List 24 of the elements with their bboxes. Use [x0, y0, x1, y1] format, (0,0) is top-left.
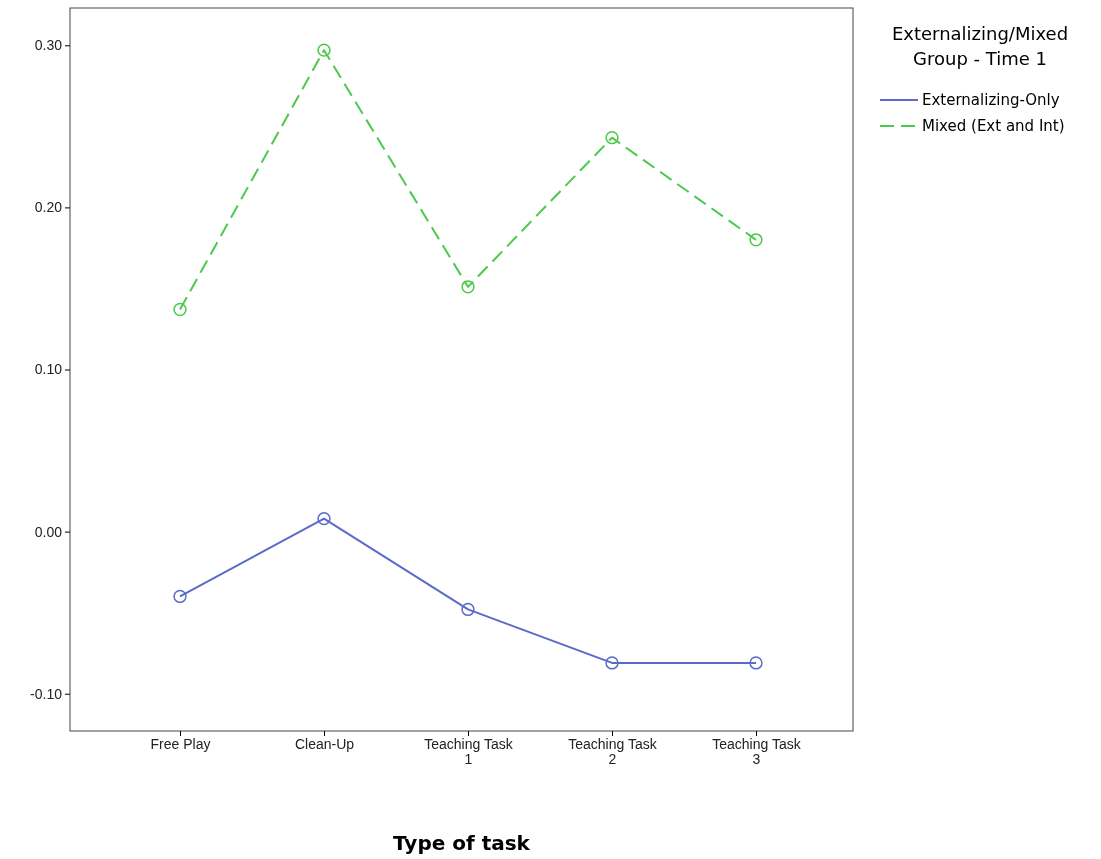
point [461, 280, 475, 294]
x-tick-label: Teaching Task 2 [568, 735, 658, 768]
y-tick-label: 0.10 [34, 361, 63, 378]
x-tick-label: Clean-Up [294, 735, 355, 752]
point [317, 43, 331, 57]
x-axis-title: Type of task [393, 831, 531, 855]
point [461, 602, 475, 617]
legend-label: Mixed (Ext and Int) [922, 117, 1065, 135]
point [605, 656, 619, 670]
y-tick-label: -0.10 [30, 685, 63, 702]
point [317, 511, 331, 526]
point [173, 589, 187, 604]
point [749, 233, 763, 247]
x-tick-label: Teaching Task 1 [424, 735, 514, 768]
point [605, 131, 619, 145]
y-tick-label: 0.20 [34, 199, 63, 216]
y-tick-label: 0.00 [34, 523, 63, 540]
y-tick-label: 0.30 [34, 37, 63, 54]
x-tick-label: Free Play [150, 735, 211, 752]
legend-label: Externalizing-Only [922, 91, 1060, 109]
x-tick-label: Teaching Task 3 [712, 735, 802, 768]
point [749, 656, 763, 670]
point [173, 302, 187, 317]
legend-title: Externalizing/Mixed Group - Time 1 [891, 23, 1069, 69]
